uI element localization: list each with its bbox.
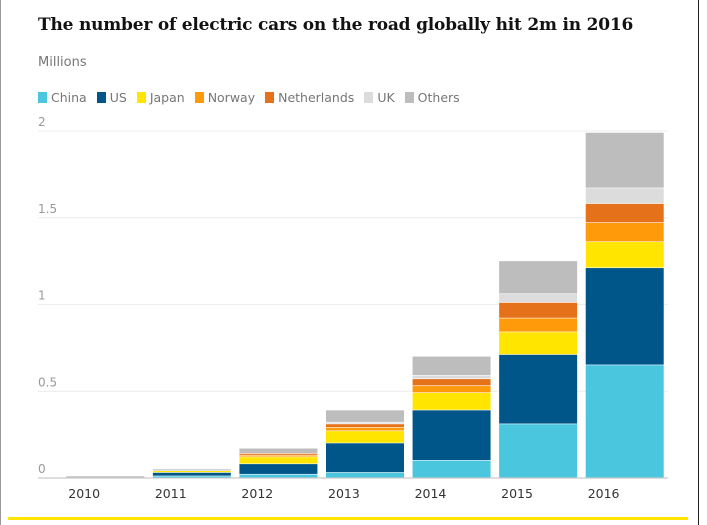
legend-item-us: US xyxy=(96,90,127,105)
bar-segment-japan-2012 xyxy=(239,457,318,464)
bar-segment-norway-2012 xyxy=(239,455,318,457)
bar-segment-netherlands-2015 xyxy=(499,302,578,318)
legend-swatch-netherlands xyxy=(265,92,275,103)
frame-left-border xyxy=(0,0,1,525)
bar-segment-japan-2015 xyxy=(499,332,578,355)
y-tick-label: 2 xyxy=(38,115,46,129)
legend-label: Netherlands xyxy=(278,90,355,105)
bar-segment-norway-2015 xyxy=(499,318,578,332)
chart-title: The number of electric cars on the road … xyxy=(38,15,634,35)
legend-item-uk: UK xyxy=(364,90,395,105)
legend-item-others: Others xyxy=(404,90,460,105)
bar-segment-uk-2014 xyxy=(412,375,491,379)
bar-segment-others-2011 xyxy=(152,469,231,471)
x-tick-label: 2010 xyxy=(68,486,100,501)
bar-segment-others-2016 xyxy=(585,132,664,188)
bar-segment-china-2012 xyxy=(239,474,318,478)
x-tick-label: 2013 xyxy=(328,486,360,501)
legend-swatch-others xyxy=(404,92,414,103)
bar-segment-us-2016 xyxy=(585,268,664,365)
legend-label: US xyxy=(109,90,127,105)
x-tick-label: 2011 xyxy=(155,486,187,501)
legend-label: Japan xyxy=(149,90,185,105)
legend-swatch-norway xyxy=(194,92,204,103)
x-tick-label: 2012 xyxy=(241,486,273,501)
bar-segment-uk-2013 xyxy=(326,422,404,424)
legend-item-china: China xyxy=(38,90,87,105)
bar-segment-japan-2013 xyxy=(326,431,404,443)
bar-segment-china-2015 xyxy=(499,424,578,478)
bar-segment-china-2011 xyxy=(152,476,231,478)
bar-segment-netherlands-2016 xyxy=(585,203,664,223)
y-tick-label: 0.5 xyxy=(38,375,57,389)
bar-segment-japan-2016 xyxy=(585,242,664,268)
legend-label: Norway xyxy=(207,90,256,105)
bar-segment-netherlands-2012 xyxy=(239,453,318,455)
legend-label: China xyxy=(51,90,87,105)
x-tick-label: 2016 xyxy=(588,486,620,501)
y-tick-label: 0 xyxy=(38,462,46,476)
legend-swatch-uk xyxy=(364,92,374,103)
bar-segment-norway-2013 xyxy=(326,427,404,431)
bar-segment-uk-2016 xyxy=(585,188,664,204)
bar-segment-china-2016 xyxy=(585,365,664,478)
bar-segment-us-2013 xyxy=(326,443,404,473)
bar-segment-china-2014 xyxy=(412,460,491,478)
legend-item-norway: Norway xyxy=(194,90,256,105)
bar-segment-us-2011 xyxy=(152,472,231,476)
bar-segment-others-2015 xyxy=(499,261,578,294)
legend: China US Japan Norway Netherlands UK Others xyxy=(38,90,470,105)
legend-swatch-china xyxy=(38,92,47,103)
bar-segment-china-2013 xyxy=(326,472,404,478)
y-tick-label: 1.5 xyxy=(38,202,57,216)
bar-segment-us-2012 xyxy=(239,464,318,474)
bar-segment-us-2015 xyxy=(499,354,578,424)
bar-segment-netherlands-2013 xyxy=(326,424,404,428)
x-tick-label: 2015 xyxy=(501,486,533,501)
legend-item-netherlands: Netherlands xyxy=(265,90,354,105)
legend-label: UK xyxy=(377,90,395,105)
unit-label: Millions xyxy=(38,55,87,70)
bar-segment-japan-2011 xyxy=(152,471,231,473)
bar-segment-netherlands-2014 xyxy=(412,379,491,386)
legend-swatch-us xyxy=(96,92,106,103)
bar-segment-others-2010 xyxy=(66,476,145,478)
legend-swatch-japan xyxy=(136,92,146,103)
bar-segment-japan-2014 xyxy=(412,392,491,410)
y-tick-label: 1 xyxy=(38,289,46,303)
bar-segment-others-2012 xyxy=(239,448,318,454)
bar-segment-norway-2014 xyxy=(412,386,491,393)
bar-segment-others-2014 xyxy=(412,356,491,376)
bar-segment-us-2014 xyxy=(412,410,491,461)
bar-segment-uk-2015 xyxy=(499,294,578,303)
legend-item-japan: Japan xyxy=(136,90,185,105)
legend-label: Others xyxy=(417,90,460,105)
bar-segment-others-2013 xyxy=(326,410,404,422)
x-tick-label: 2014 xyxy=(415,486,447,501)
frame-right-border xyxy=(698,0,699,525)
bar-segment-norway-2016 xyxy=(585,222,664,242)
bottom-accent-rule xyxy=(8,517,688,520)
